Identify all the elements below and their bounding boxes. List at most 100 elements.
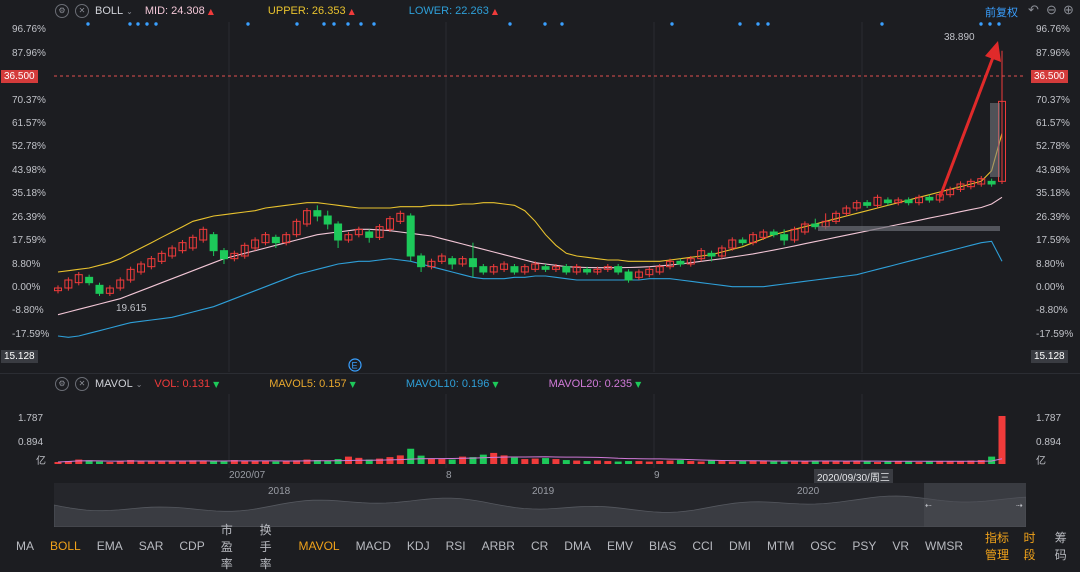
candle-body[interactable] [448,258,457,265]
tab-emv[interactable]: EMV [606,539,633,553]
volume-bar[interactable] [293,460,301,464]
volume-bar[interactable] [230,460,238,464]
volume-bar[interactable] [469,457,477,464]
candle-body[interactable] [344,234,353,241]
tab-cr[interactable]: CR [530,539,549,553]
candle-body[interactable] [292,220,301,236]
candle-body[interactable] [219,250,228,260]
event-dot[interactable] [136,22,140,26]
volume-bar[interactable] [116,461,124,464]
navigator-right-handle[interactable]: ⇢ [1016,501,1023,510]
tab-[interactable]: 指标管理 [985,531,1010,562]
candle-body[interactable] [417,255,426,268]
volume-bar[interactable] [583,461,591,464]
event-dot[interactable] [738,22,742,26]
event-dot[interactable] [372,22,376,26]
volume-bar[interactable] [542,458,550,464]
volume-bar[interactable] [158,460,166,464]
volume-bar[interactable] [479,454,487,464]
volume-bar[interactable] [137,461,145,464]
volume-bar[interactable] [85,460,93,464]
volume-bar[interactable] [780,461,788,464]
candle-body[interactable] [572,266,581,273]
candle-body[interactable] [168,247,177,257]
candle-body[interactable] [479,266,488,273]
candle-body[interactable] [458,258,467,265]
candle-body[interactable] [603,266,612,270]
volume-bar[interactable] [957,461,965,464]
volume-bar[interactable] [666,460,674,464]
candle-body[interactable] [832,212,841,222]
volume-bar[interactable] [64,461,72,464]
candle-body[interactable] [302,210,311,225]
candle-body[interactable] [313,210,322,217]
candle-body[interactable] [749,234,758,244]
volume-bar[interactable] [500,455,508,464]
tab-cci[interactable]: CCI [692,539,714,553]
volume-bar[interactable] [593,460,601,464]
candle-body[interactable] [966,180,975,188]
candle-body[interactable] [354,228,363,236]
candle-body[interactable] [790,228,799,241]
candle-body[interactable] [500,263,509,270]
tab-bias[interactable]: BIAS [648,539,677,553]
candle-body[interactable] [655,266,664,273]
tab-rsi[interactable]: RSI [445,539,466,553]
volume-bar[interactable] [531,458,539,464]
tab-dma[interactable]: DMA [564,539,591,553]
volume-bar[interactable] [625,461,633,464]
candle-body[interactable] [894,199,903,204]
candle-body[interactable] [728,239,737,249]
volume-chart[interactable] [0,394,1080,468]
volume-bar[interactable] [199,460,207,464]
volume-bar[interactable] [365,459,373,464]
event-dot[interactable] [670,22,674,26]
zoom-in-icon[interactable]: ⊕ [1063,2,1074,17]
candle-body[interactable] [624,271,633,281]
volume-bar[interactable] [915,462,923,464]
volume-bar[interactable] [376,458,384,464]
event-dot[interactable] [543,22,547,26]
settings-icon[interactable]: ⚙ [55,4,69,18]
volume-bar[interactable] [946,461,954,464]
tab-arbr[interactable]: ARBR [481,539,515,553]
event-dot[interactable] [322,22,326,26]
candle-body[interactable] [541,266,550,270]
candle-body[interactable] [489,266,498,273]
event-dot[interactable] [359,22,363,26]
candle-body[interactable] [116,279,125,289]
candlestick-chart[interactable]: 38.890 19.615 E [0,0,1080,376]
candle-body[interactable] [406,215,415,257]
candle-body[interactable] [842,207,851,214]
tab-psy[interactable]: PSY [852,539,877,553]
candle-body[interactable] [468,258,477,268]
indicator-name[interactable]: BOLL [95,5,124,17]
volume-bar[interactable] [427,458,435,464]
volume-bar[interactable] [811,460,819,464]
candle-body[interactable] [240,244,249,257]
candle-body[interactable] [686,258,695,265]
candle-body[interactable] [956,183,965,190]
volume-bar[interactable] [324,460,332,464]
candle-body[interactable] [261,234,270,244]
volume-bar[interactable] [936,461,944,464]
candle-body[interactable] [562,266,571,273]
candle-body[interactable] [510,266,519,273]
volume-bar[interactable] [894,461,902,464]
volume-bar[interactable] [749,460,757,464]
event-dot[interactable] [979,22,983,26]
volume-bar[interactable] [905,461,913,464]
candle-body[interactable] [105,287,114,294]
candle-body[interactable] [157,252,166,262]
volume-bar[interactable] [832,461,840,464]
volume-bar[interactable] [261,461,269,464]
event-dot[interactable] [332,22,336,26]
candle-body[interactable] [147,258,156,268]
tab-[interactable]: 时段 [1023,531,1036,562]
volume-bar[interactable] [884,461,892,464]
volume-bar[interactable] [977,460,985,464]
volume-indicator-name[interactable]: MAVOL [95,378,133,390]
volume-bar[interactable] [106,462,114,464]
candle-body[interactable] [188,236,197,249]
candle-body[interactable] [915,196,924,204]
